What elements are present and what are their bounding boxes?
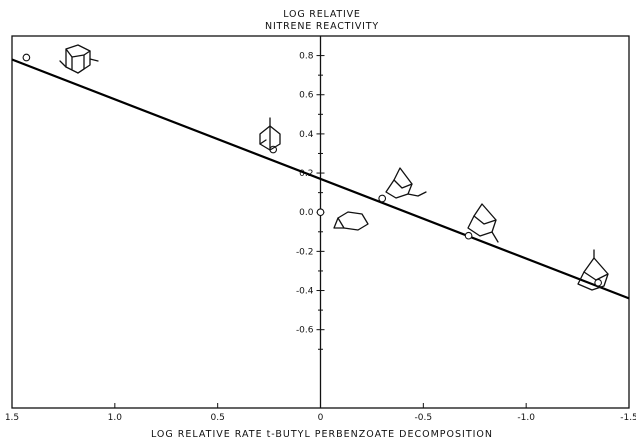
x-axis-label: LOG RELATIVE RATE t-BUTYL PERBENZOATE DE… [151, 429, 493, 440]
y-tick-label: 0.6 [299, 91, 314, 101]
cyclohexane-structure-icon [333, 211, 369, 231]
x-tick-label: -1.5 [620, 413, 636, 423]
x-tick-label: 1.0 [108, 413, 123, 423]
methyl-norbornane-structure-icon [577, 249, 609, 291]
y-tick-label: -0.2 [296, 247, 314, 257]
y-ticks: 0.80.60.40.20.0-0.2-0.4-0.6 [296, 36, 325, 408]
data-point [378, 194, 387, 203]
data-point [316, 208, 325, 217]
chart-title-line-2: NITRENE REACTIVITY [265, 21, 379, 32]
norbornane-structure-icon [467, 203, 499, 243]
data-point [464, 231, 473, 240]
y-tick-label: 0.8 [299, 52, 314, 62]
x-tick-label: 1.5 [5, 413, 19, 423]
adamantane-structure-icon [59, 44, 99, 74]
bicyclooctane-structure-icon [259, 117, 281, 151]
x-tick-label: 0.5 [211, 413, 225, 423]
x-tick-label: -1.0 [517, 413, 535, 423]
y-tick-label: 0.4 [299, 130, 314, 140]
methylnorbornane-structure-icon [385, 167, 427, 199]
y-tick-label: -0.4 [296, 287, 314, 297]
fit-line [11, 58, 630, 300]
data-point [22, 53, 31, 62]
y-tick-label: -0.6 [296, 326, 314, 336]
x-tick-label: 0 [318, 413, 324, 423]
x-tick-label: -0.5 [415, 413, 433, 423]
chart-title-line-1: LOG RELATIVE [283, 9, 360, 20]
fit-line-group [11, 58, 630, 300]
y-tick-label: 0.0 [299, 208, 314, 218]
molecule-structures [59, 44, 609, 291]
data-points [22, 53, 603, 287]
